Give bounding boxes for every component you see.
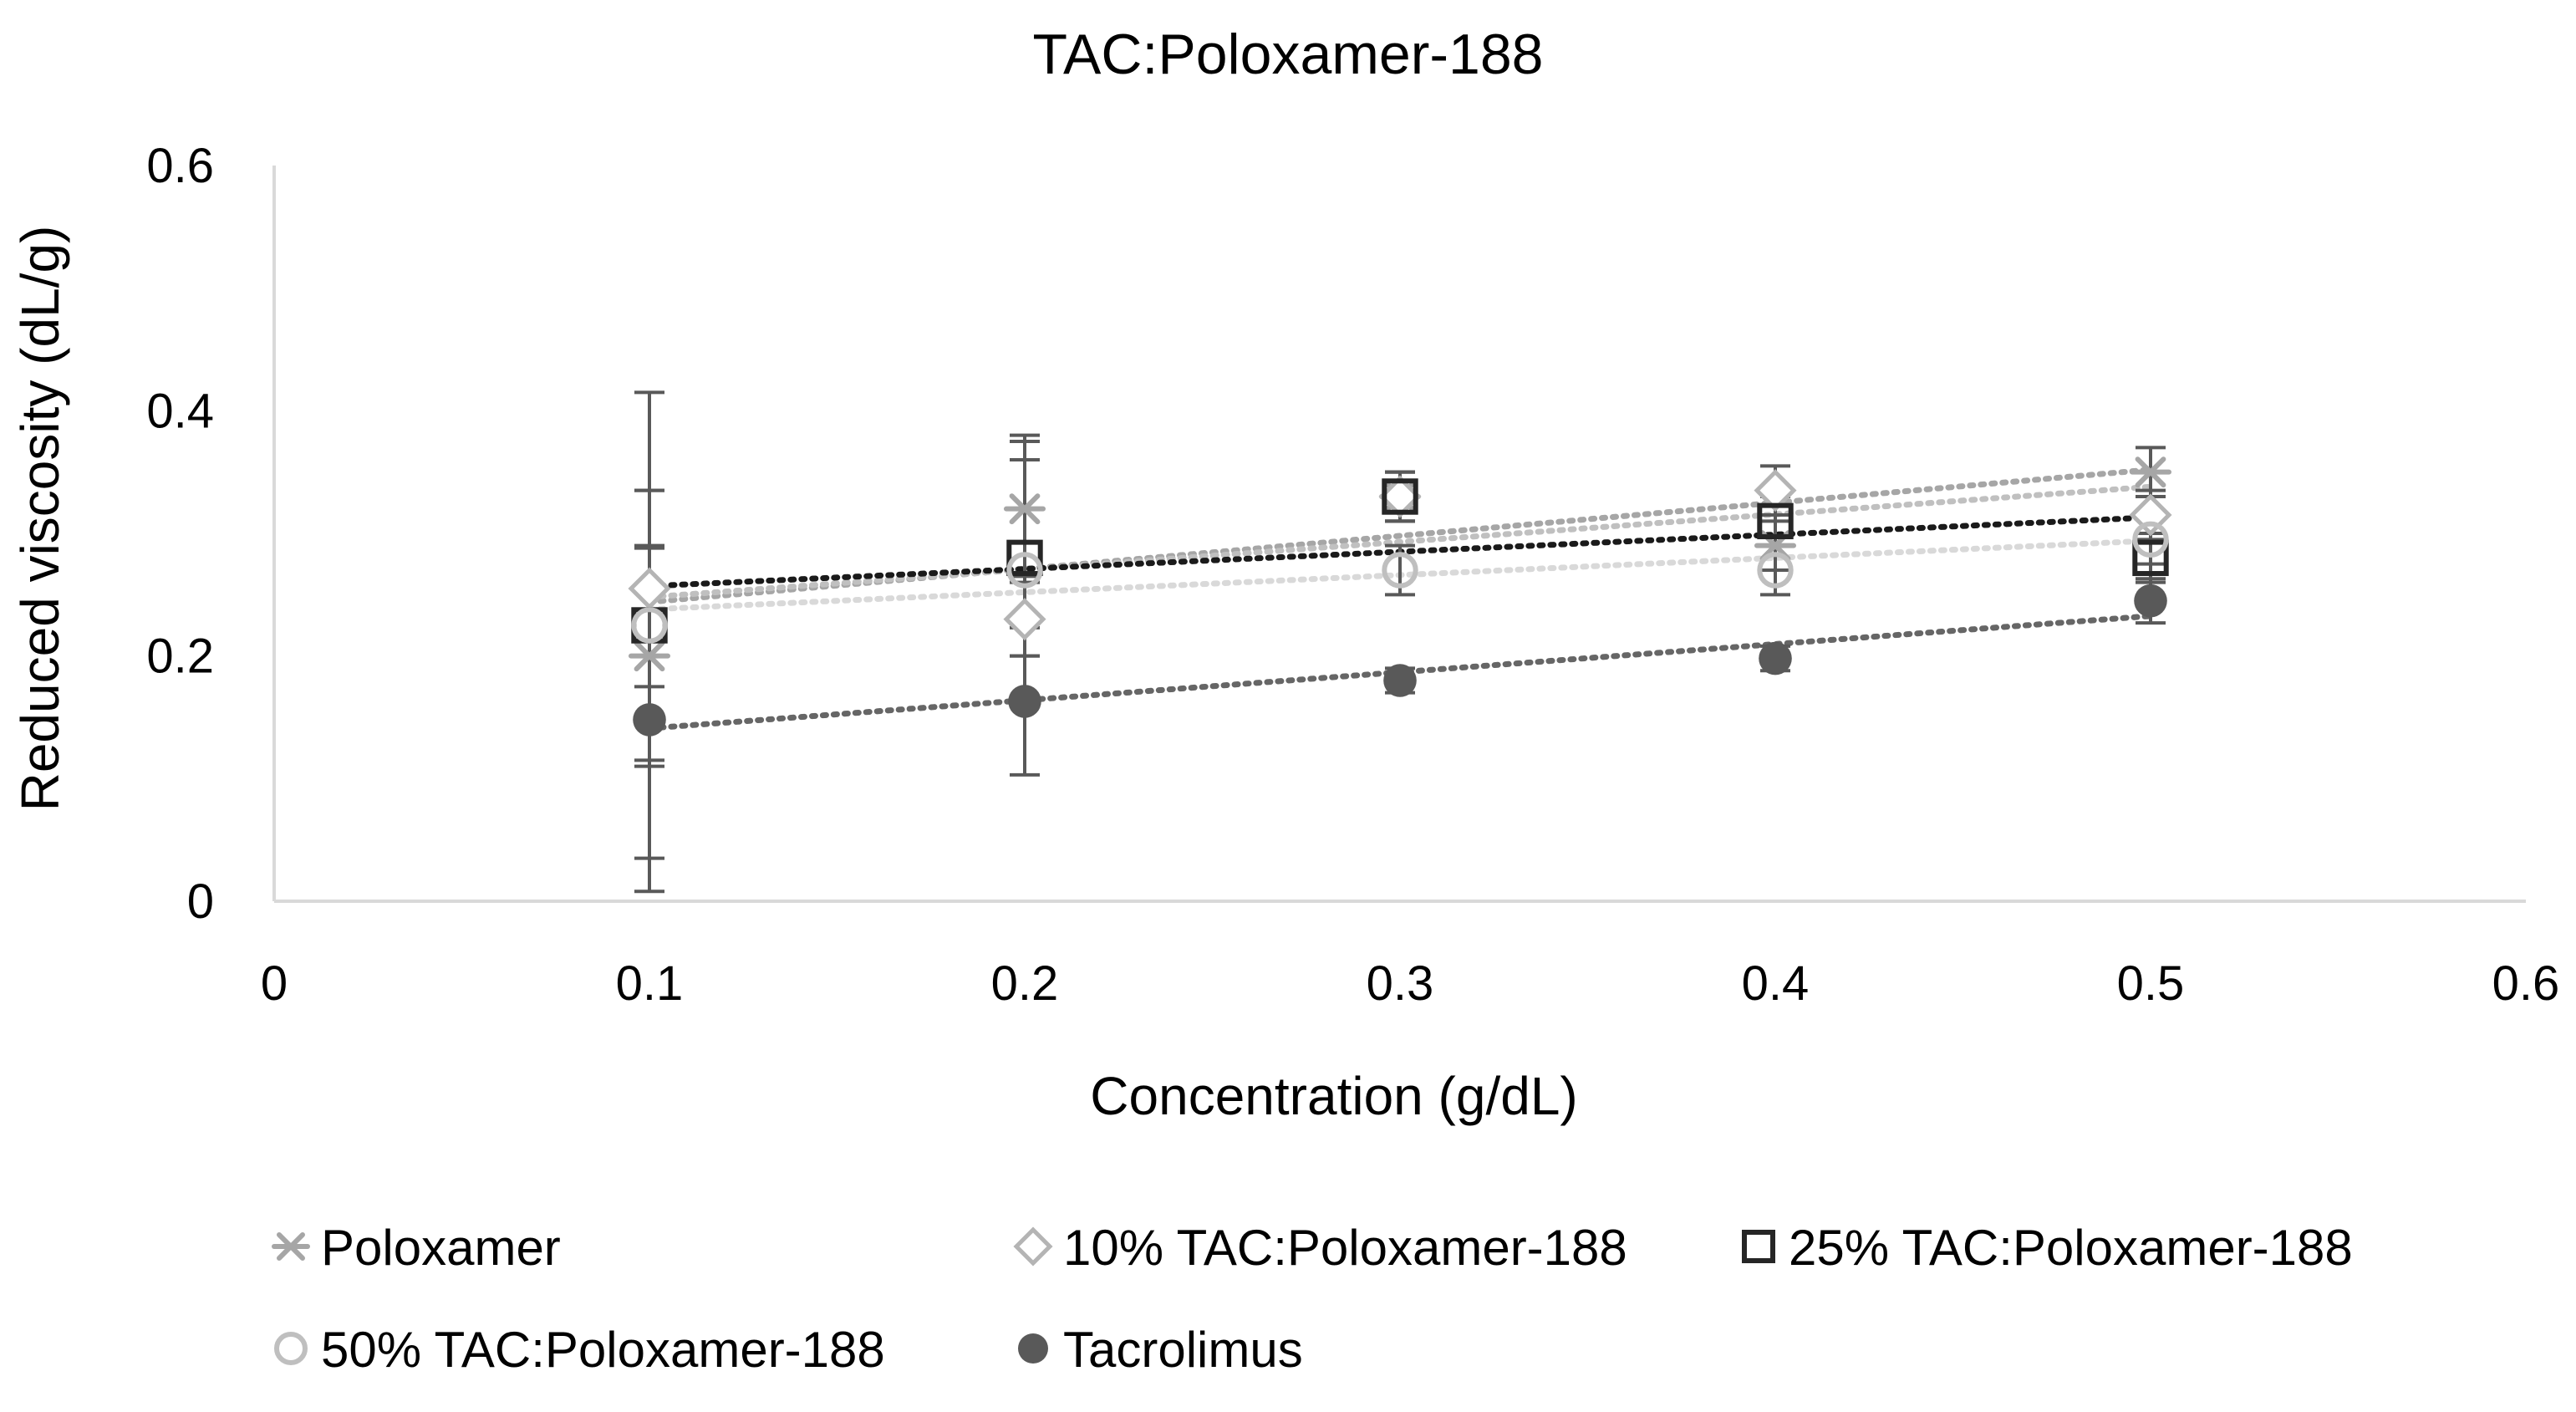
legend-item: Tacrolimus xyxy=(1018,1322,1303,1378)
marker-stroke xyxy=(1009,493,1041,525)
legend-item: 25% TAC:Poloxamer-188 xyxy=(1742,1220,2353,1276)
legend-label: 50% TAC:Poloxamer-188 xyxy=(321,1322,885,1378)
x-tick-label: 0.4 xyxy=(1742,956,1810,1011)
data-point xyxy=(2132,539,2169,577)
marker-stroke xyxy=(2135,456,2166,488)
legend: Poloxamer 10% TAC:Poloxamer-188 25% TAC:Po… xyxy=(272,1220,2353,1378)
data-point xyxy=(1006,552,1043,589)
data-point xyxy=(628,567,671,610)
data-point xyxy=(1757,552,1794,589)
data-point xyxy=(1757,502,1794,540)
data-point xyxy=(2134,584,2167,618)
marker-stroke xyxy=(277,1232,305,1261)
data-point xyxy=(633,703,666,737)
x-tick-label: 0.1 xyxy=(616,956,684,1011)
marker-stroke xyxy=(634,640,665,672)
x-tick-label: 0.6 xyxy=(2492,956,2560,1011)
data-point xyxy=(629,640,670,672)
data-points xyxy=(628,456,2172,737)
data-point xyxy=(1383,664,1417,697)
data-point xyxy=(1003,598,1046,641)
y-tick-label: 0 xyxy=(187,874,214,929)
data-point xyxy=(2132,521,2169,558)
legend-label: 25% TAC:Poloxamer-188 xyxy=(1789,1220,2353,1276)
legend-item: 10% TAC:Poloxamer-188 xyxy=(1013,1220,1627,1276)
legend-label: 10% TAC:Poloxamer-188 xyxy=(1063,1220,1627,1276)
data-point xyxy=(1382,478,1418,515)
y-tick-label: 0.2 xyxy=(146,630,214,684)
legend-label: Poloxamer xyxy=(321,1220,561,1276)
chart-title: TAC:Poloxamer-188 xyxy=(1033,23,1544,86)
legend-marker xyxy=(1018,1333,1048,1364)
data-point xyxy=(1008,685,1041,718)
legend-marker xyxy=(272,1232,310,1261)
data-point xyxy=(1378,475,1422,518)
data-point xyxy=(1754,469,1797,512)
x-tick-label: 0.3 xyxy=(1367,956,1434,1011)
data-point xyxy=(1382,552,1418,589)
y-tick-label: 0.4 xyxy=(146,384,214,438)
legend-label: Tacrolimus xyxy=(1063,1322,1303,1378)
data-point xyxy=(1006,539,1043,577)
x-tick-labels: 0 0.1 0.2 0.3 0.4 0.5 0.6 xyxy=(261,956,2559,1011)
legend-item: 50% TAC:Poloxamer-188 xyxy=(274,1322,885,1378)
y-tick-label: 0.6 xyxy=(146,139,214,193)
data-point xyxy=(2130,456,2171,488)
x-tick-label: 0.5 xyxy=(2117,956,2185,1011)
legend-marker xyxy=(274,1332,308,1365)
y-tick-labels: 0 0.2 0.4 0.6 xyxy=(146,139,214,929)
x-axis-title: Concentration (g/dL) xyxy=(1090,1066,1577,1126)
legend-item: Poloxamer xyxy=(272,1220,561,1276)
data-point xyxy=(631,607,668,644)
x-tick-label: 0 xyxy=(261,956,288,1011)
legend-marker xyxy=(1742,1230,1775,1263)
legend-marker xyxy=(1013,1226,1053,1267)
trendline-1 xyxy=(646,483,2154,600)
data-point xyxy=(1004,493,1046,525)
x-tick-label: 0.2 xyxy=(991,956,1059,1011)
axes xyxy=(272,166,2526,903)
data-point xyxy=(1759,641,1792,675)
y-axis-title: Reduced viscosity (dL/g) xyxy=(10,226,70,812)
